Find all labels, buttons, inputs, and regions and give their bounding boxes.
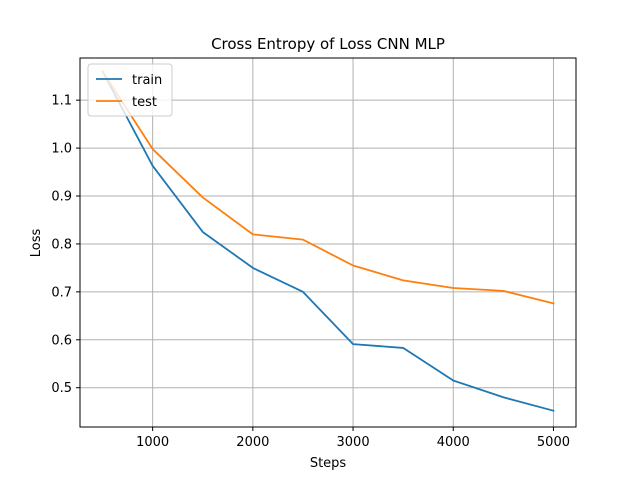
legend-label-train: train xyxy=(132,73,162,88)
y-tick-label: 0.6 xyxy=(51,333,72,348)
y-tick-label: 0.7 xyxy=(51,285,72,300)
ticks-layer: 1000 2000 3000 4000 5000 0.5 0.6 0.7 0.8 0.9 1.0 1.… xyxy=(51,94,570,450)
x-axis-label: Steps xyxy=(310,456,347,471)
x-tick-label: 2000 xyxy=(236,435,269,450)
y-tick-label: 0.8 xyxy=(51,237,72,252)
x-tick-label: 5000 xyxy=(537,435,570,450)
legend-label-test: test xyxy=(132,95,157,110)
x-tick-label: 4000 xyxy=(437,435,470,450)
chart-title: Cross Entropy of Loss CNN MLP xyxy=(211,35,445,53)
y-tick-label: 0.5 xyxy=(51,381,72,396)
series-line-test xyxy=(101,70,555,305)
grid-layer xyxy=(80,58,576,427)
x-tick-label: 3000 xyxy=(337,435,370,450)
y-tick-label: 1.0 xyxy=(51,142,72,157)
x-tick-label: 1000 xyxy=(136,435,169,450)
y-axis-label: Loss xyxy=(29,229,44,258)
y-tick-label: 0.9 xyxy=(51,190,72,205)
series-layer xyxy=(101,70,555,412)
legend: train test xyxy=(87,63,173,117)
legend-box xyxy=(87,63,173,117)
y-tick-label: 1.1 xyxy=(51,94,72,109)
plot-frame xyxy=(79,57,577,428)
series-line-train xyxy=(101,70,555,412)
